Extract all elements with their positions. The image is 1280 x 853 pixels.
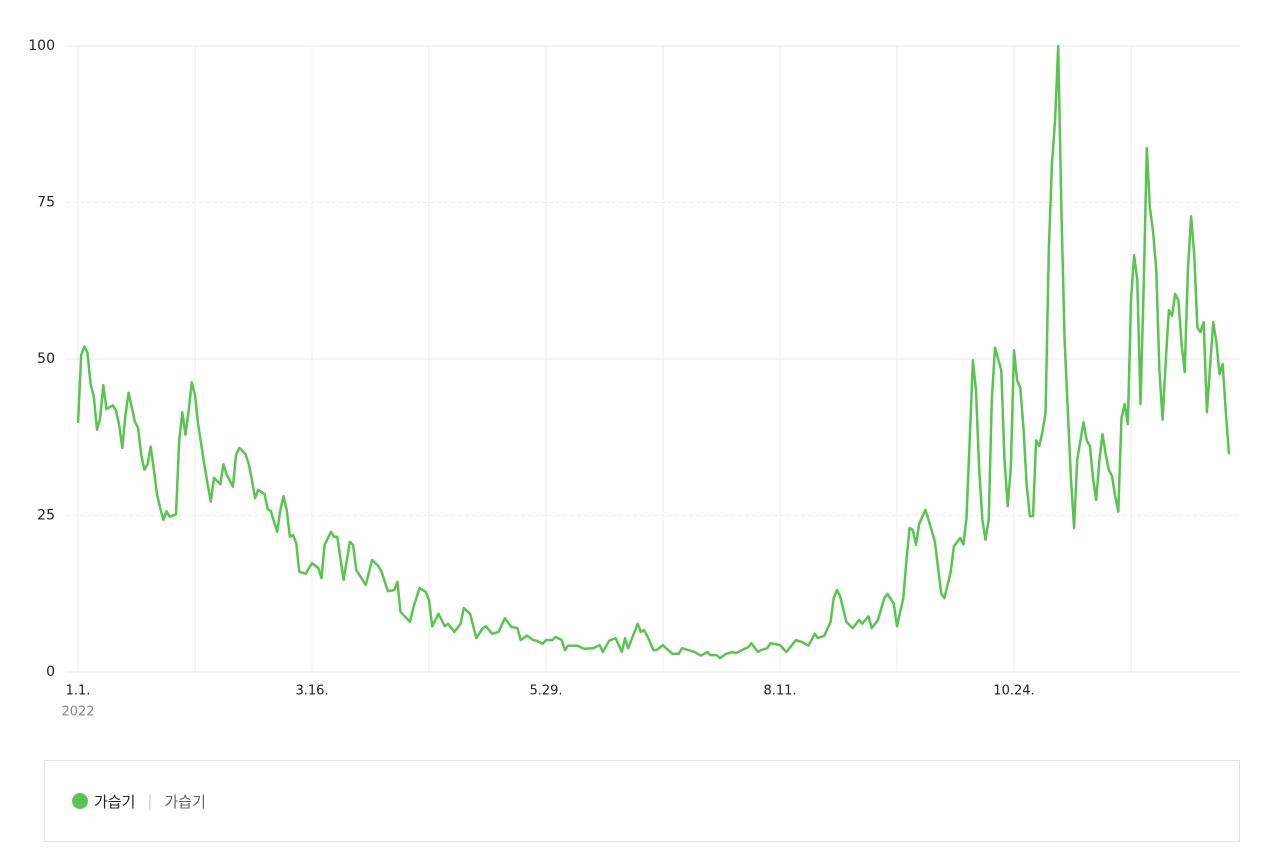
x-tick-label: 8.11.: [763, 684, 796, 699]
y-tick-label: 75: [37, 195, 55, 211]
legend-keyword: 가습기: [164, 792, 206, 811]
x-tick-label: 5.29.: [529, 684, 562, 699]
chart: 0 25 50 75 100 1.1. 3.16. 5.29. 8.11. 10.24. 2022: [28, 38, 1240, 720]
legend-swatch: [72, 793, 88, 809]
legend-separator: |: [147, 792, 153, 810]
x-tick-label: 3.16.: [295, 684, 328, 699]
y-tick-label: 100: [28, 38, 55, 54]
data-line: [76, 44, 1231, 660]
x-tick-label: 1.1.: [66, 684, 91, 699]
x-year-label: 2022: [61, 705, 94, 720]
legend: 가습기 | 가습기: [44, 760, 1240, 842]
y-tick-label: 50: [37, 351, 55, 367]
legend-label: 가습기: [94, 792, 136, 811]
y-tick-label: 0: [46, 664, 55, 680]
x-tick-label: 10.24.: [993, 684, 1034, 699]
y-tick-label: 25: [37, 508, 55, 524]
